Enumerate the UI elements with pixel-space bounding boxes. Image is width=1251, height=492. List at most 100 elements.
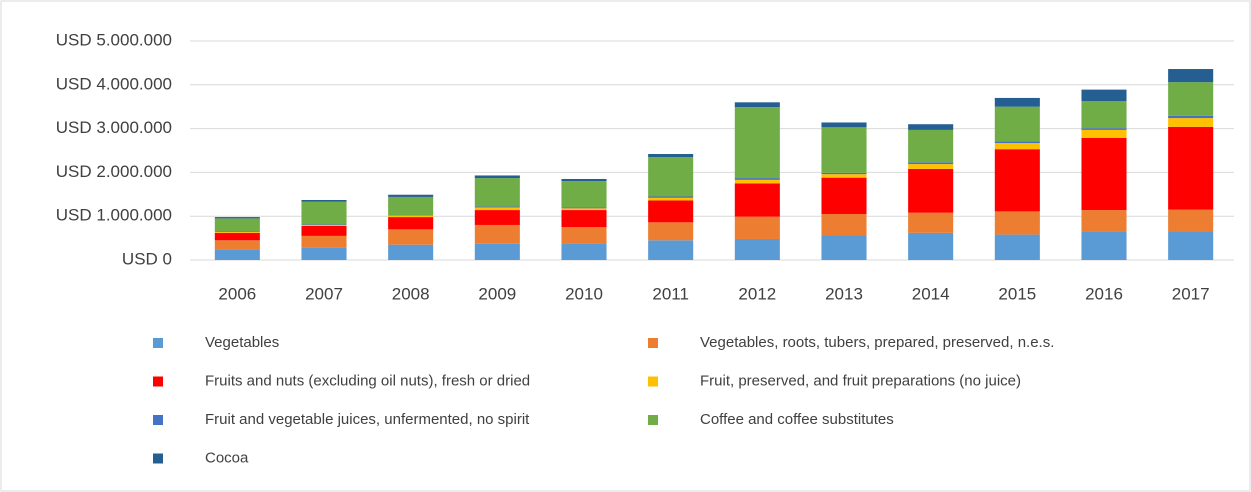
x-tick-label: 2015 xyxy=(998,284,1036,303)
x-tick-label: 2010 xyxy=(565,284,603,303)
bar-segment xyxy=(1081,137,1127,211)
bar-segment xyxy=(908,124,954,130)
bar-segment xyxy=(908,129,954,163)
legend-label: Fruit and vegetable juices, unfermented,… xyxy=(205,411,530,428)
bar-segment xyxy=(734,107,780,179)
bar-segment xyxy=(561,178,607,182)
bar-segment xyxy=(474,206,520,208)
bar-segment xyxy=(388,194,434,197)
bar-segment xyxy=(908,212,954,233)
bar-segment xyxy=(1081,101,1127,129)
bar-segment xyxy=(1081,210,1127,232)
bar-segment xyxy=(214,249,260,260)
x-tick-label: 2013 xyxy=(825,284,863,303)
bar-segment xyxy=(388,215,434,218)
bar-segment xyxy=(734,183,780,217)
bar-segment xyxy=(1081,129,1127,138)
legend-swatch xyxy=(648,376,658,387)
bar-segment xyxy=(1168,115,1214,119)
bar-segment xyxy=(214,240,260,250)
bar-segment xyxy=(821,214,867,236)
bar-segment xyxy=(734,178,780,180)
bar-segment xyxy=(561,181,607,208)
bar-segment xyxy=(474,243,520,260)
legend-swatch xyxy=(153,453,163,464)
legend-swatch xyxy=(648,415,658,425)
bar-segment xyxy=(994,211,1040,235)
y-tick-label: USD 2.000.000 xyxy=(56,162,172,181)
x-tick-label: 2016 xyxy=(1085,284,1123,303)
x-tick-label: 2017 xyxy=(1172,284,1210,303)
bar-segment xyxy=(994,149,1040,212)
bar-segment xyxy=(821,174,867,178)
legend-swatch xyxy=(153,376,163,387)
legend-label: Fruit, preserved, and fruit preparations… xyxy=(700,372,1021,389)
bar-segment xyxy=(214,231,260,233)
bar-segment xyxy=(908,232,954,260)
bar-segment xyxy=(214,217,260,219)
x-tick-label: 2006 xyxy=(218,284,256,303)
bar-segment xyxy=(1081,89,1127,102)
x-tick-label: 2011 xyxy=(652,284,689,303)
bar-segment xyxy=(821,177,867,215)
bar-segment xyxy=(1168,118,1214,127)
bar-segment xyxy=(994,234,1040,260)
bar-segment xyxy=(821,172,867,175)
bar-segment xyxy=(561,208,607,211)
bar-segment xyxy=(908,164,954,169)
x-tick-label: 2008 xyxy=(392,284,430,303)
bar-segment xyxy=(1168,69,1214,83)
bar-segment xyxy=(474,175,520,179)
bar-segment xyxy=(648,157,694,197)
bar-segment xyxy=(474,178,520,207)
y-tick-label: USD 4.000.000 xyxy=(56,74,172,93)
bar-segment xyxy=(821,122,867,128)
y-tick-label: USD 3.000.000 xyxy=(56,118,172,137)
bar-segment xyxy=(908,168,954,213)
bar-segment xyxy=(301,224,347,226)
bar-segment xyxy=(388,196,434,216)
legend: Vegetables Vegetables, roots, tubers, pre… xyxy=(153,334,1054,466)
bar-segment xyxy=(1168,209,1214,232)
bar-segment xyxy=(388,217,434,230)
y-tick-label: USD 1.000.000 xyxy=(56,206,172,225)
bar-segment xyxy=(388,244,434,260)
legend-swatch xyxy=(648,338,658,348)
bar-segment xyxy=(301,199,347,202)
bar-segment xyxy=(908,162,954,165)
y-tick-label: USD 5.000.000 xyxy=(56,30,172,49)
bar-segment xyxy=(561,227,607,244)
bar-segment xyxy=(648,154,694,158)
x-tick-label: 2007 xyxy=(305,284,343,303)
bar-segment xyxy=(1081,128,1127,130)
bar-segment xyxy=(648,222,694,241)
legend-label: Coffee and coffee substitutes xyxy=(700,411,894,428)
bar-segment xyxy=(1168,231,1214,260)
bar-segment xyxy=(994,97,1040,107)
bar-segment xyxy=(994,106,1040,142)
bar-segment xyxy=(214,232,260,241)
bar-segment xyxy=(474,207,520,211)
legend-swatch xyxy=(153,338,163,348)
legend-label: Cocoa xyxy=(205,449,249,466)
bar-segment xyxy=(561,243,607,260)
x-tick-label: 2012 xyxy=(738,284,776,303)
bar-segment xyxy=(561,207,607,209)
bar-segment xyxy=(648,196,694,198)
bar-segment xyxy=(994,143,1040,150)
bar-segment xyxy=(734,238,780,260)
legend-label: Fruits and nuts (excluding oil nuts), fr… xyxy=(205,372,530,389)
legend-label: Vegetables xyxy=(205,334,279,351)
legend-swatch xyxy=(153,415,163,425)
x-tick-label: 2009 xyxy=(478,284,516,303)
bar-segment xyxy=(648,200,694,223)
bar-segment xyxy=(474,210,520,225)
bar-segment xyxy=(1168,82,1214,116)
bar-segment xyxy=(821,127,867,173)
bar-segment xyxy=(648,240,694,260)
bar-segment xyxy=(734,216,780,239)
y-tick-label: USD 0 xyxy=(122,249,172,268)
bar-segment xyxy=(1081,231,1127,260)
bar-segment xyxy=(301,225,347,236)
